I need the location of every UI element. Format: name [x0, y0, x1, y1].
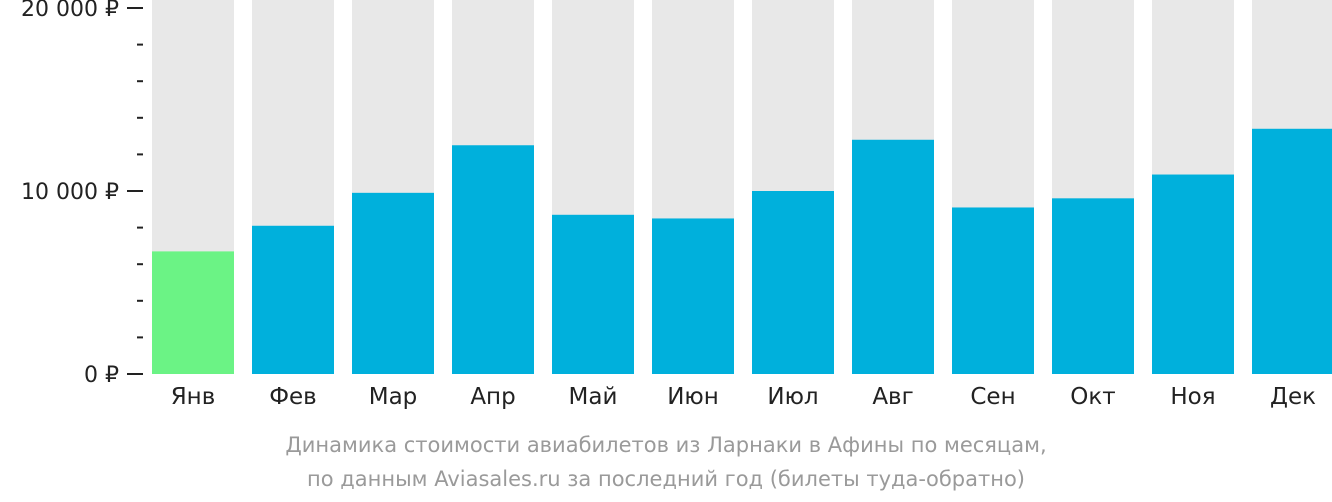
x-tick-label: Апр	[470, 384, 515, 410]
x-tick-label: Ноя	[1170, 384, 1215, 410]
x-tick-label: Янв	[171, 384, 216, 410]
x-tick-label: Сен	[970, 384, 1015, 410]
x-tick-label: Июн	[667, 384, 719, 410]
x-tick-label: Дек	[1270, 384, 1316, 410]
bar-9[interactable]	[952, 207, 1034, 374]
x-tick-label: Май	[569, 384, 618, 410]
bar-7[interactable]	[752, 191, 834, 374]
chart-caption-line-2: по данным Aviasales.ru за последний год …	[307, 467, 1025, 491]
x-tick-label: Авг	[872, 384, 913, 410]
data-bars	[152, 128, 1332, 374]
bar-2[interactable]	[252, 225, 334, 374]
y-tick-label: 10 000 ₽	[21, 180, 119, 205]
x-tick-label: Фев	[269, 384, 317, 410]
chart-caption-line-1: Динамика стоимости авиабилетов из Ларнак…	[285, 433, 1047, 457]
x-tick-label: Мар	[369, 384, 418, 410]
bar-11[interactable]	[1152, 174, 1234, 374]
bar-1[interactable]	[152, 251, 234, 374]
bar-12[interactable]	[1252, 128, 1332, 374]
x-axis: Янв Фев Мар Апр Май Июн Июл Авг Сен Окт Ноя Дек	[171, 384, 1316, 410]
x-tick-label: Июл	[767, 384, 818, 410]
y-tick-label: 0 ₽	[84, 363, 119, 388]
x-tick-label: Окт	[1070, 384, 1115, 410]
y-axis: 0 ₽ 10 000 ₽ 20 000 ₽	[21, 0, 143, 388]
bar-3[interactable]	[352, 192, 434, 374]
bar-10[interactable]	[1052, 198, 1134, 374]
y-tick-label: 20 000 ₽	[21, 0, 119, 22]
bar-5[interactable]	[552, 214, 634, 374]
bar-4[interactable]	[452, 145, 534, 374]
bar-6[interactable]	[652, 218, 734, 374]
bar-8[interactable]	[852, 139, 934, 374]
